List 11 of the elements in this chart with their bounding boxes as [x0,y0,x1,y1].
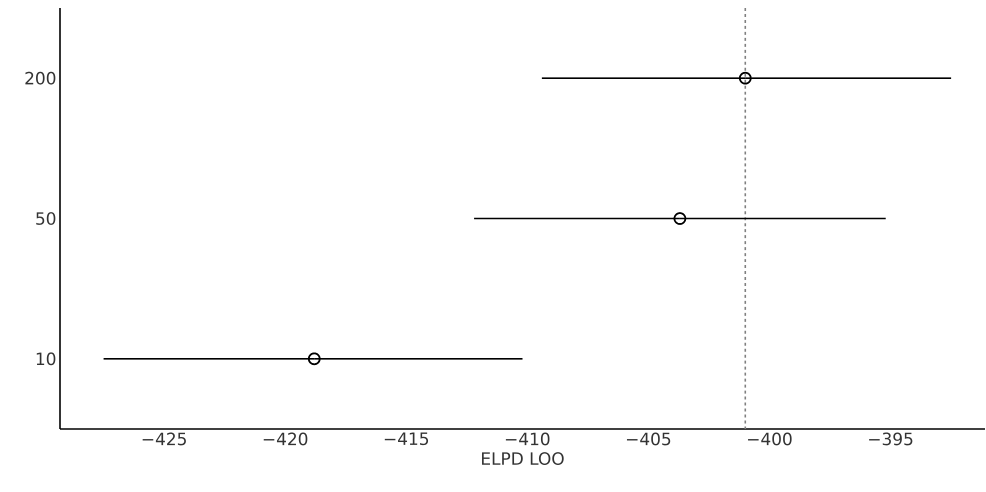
x-tick-label: −405 [626,432,670,446]
x-tick-label: −400 [748,432,792,446]
x-tick-label: −395 [869,432,912,446]
y-tick-label: 10 [36,352,56,366]
y-tick-label: 50 [36,212,56,225]
x-tick-label: −415 [384,432,428,446]
y-tick-label: 200 [25,72,56,85]
x-tick-label: −425 [142,432,186,446]
x-tick-label: −420 [264,432,308,446]
x-tick-label: −410 [506,432,550,446]
x-axis-title: ELPD LOO [482,452,564,465]
